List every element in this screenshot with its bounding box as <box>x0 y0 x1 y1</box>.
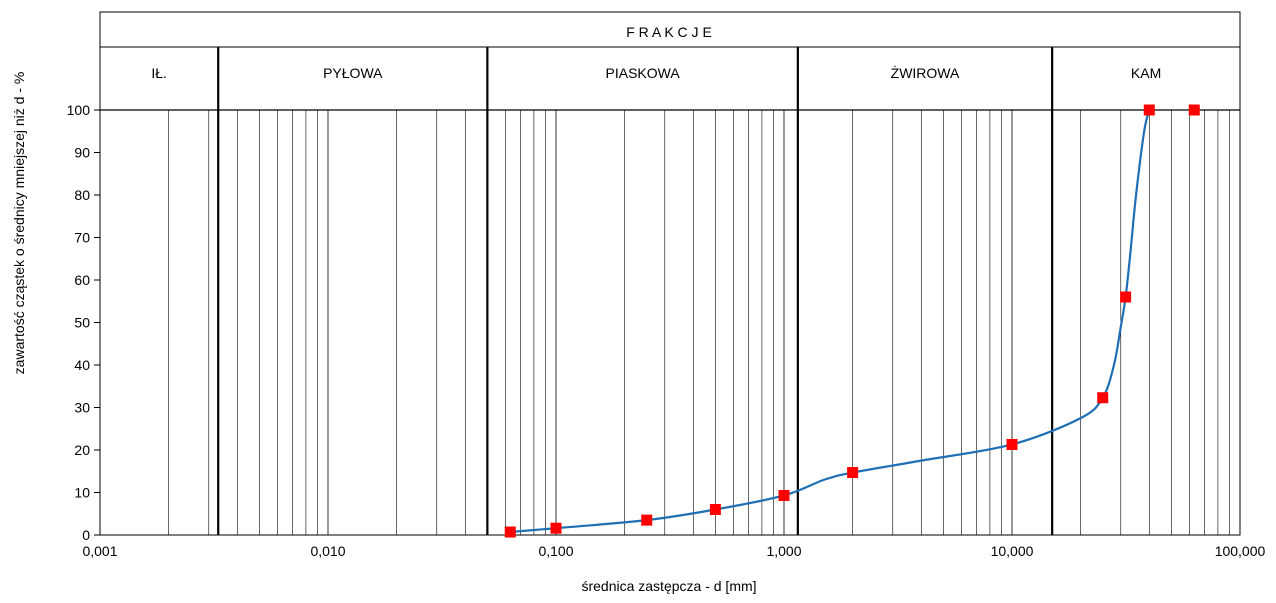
data-point-marker <box>847 467 859 479</box>
axis-ticks: 0 10 20 30 40 50 60 70 80 90 100 0,001 0,010 0,100 1,0… <box>67 102 1266 559</box>
plot-border <box>99 11 1241 536</box>
y-tick-label: 100 <box>67 102 91 118</box>
fraction-label: KAM <box>1131 65 1161 81</box>
grid-lines <box>99 110 1241 535</box>
data-point-marker <box>1120 291 1132 303</box>
y-tick-label: 50 <box>74 315 90 331</box>
data-point-marker <box>641 514 653 526</box>
y-tick-label: 90 <box>74 145 90 161</box>
y-axis-label: zawartość cząstek o średnicy mniejszej n… <box>11 72 27 375</box>
x-tick-label: 100,000 <box>1215 543 1266 559</box>
data-point-marker <box>550 522 562 534</box>
x-tick-label: 0,001 <box>82 543 117 559</box>
y-tick-label: 20 <box>74 442 90 458</box>
fraction-label: PYŁOWA <box>323 65 383 81</box>
y-tick-label: 0 <box>82 527 90 543</box>
data-point-marker <box>1097 392 1109 404</box>
data-point-marker <box>1188 104 1200 116</box>
y-tick-label: 40 <box>74 357 90 373</box>
y-tick-label: 30 <box>74 400 90 416</box>
y-tick-label: 10 <box>74 485 90 501</box>
x-tick-label: 0,100 <box>538 543 573 559</box>
fraction-label: IŁ. <box>151 65 167 81</box>
data-point-marker <box>778 489 790 501</box>
y-tick-label: 60 <box>74 272 90 288</box>
grading-curve <box>510 109 1151 534</box>
data-point-marker <box>1006 438 1018 450</box>
fractions-header: F R A K C J E IŁ. PYŁOWA PIASKOWA ŻWIROWA KA… <box>151 24 1161 81</box>
data-series <box>504 104 1200 538</box>
x-axis-label: średnica zastępcza - d [mm] <box>581 578 756 594</box>
y-tick-label: 80 <box>74 187 90 203</box>
fraction-label: ŻWIROWA <box>891 64 960 81</box>
fraction-label: PIASKOWA <box>606 65 681 81</box>
chart-frame <box>99 11 1241 536</box>
data-point-marker <box>504 526 516 538</box>
x-tick-label: 10,000 <box>991 543 1034 559</box>
data-point-marker <box>1143 104 1155 116</box>
x-tick-label: 0,010 <box>310 543 345 559</box>
data-point-marker <box>709 504 721 515</box>
fractions-header-title: F R A K C J E <box>626 24 712 40</box>
y-tick-label: 70 <box>74 230 90 246</box>
x-tick-label: 1,000 <box>766 543 801 559</box>
